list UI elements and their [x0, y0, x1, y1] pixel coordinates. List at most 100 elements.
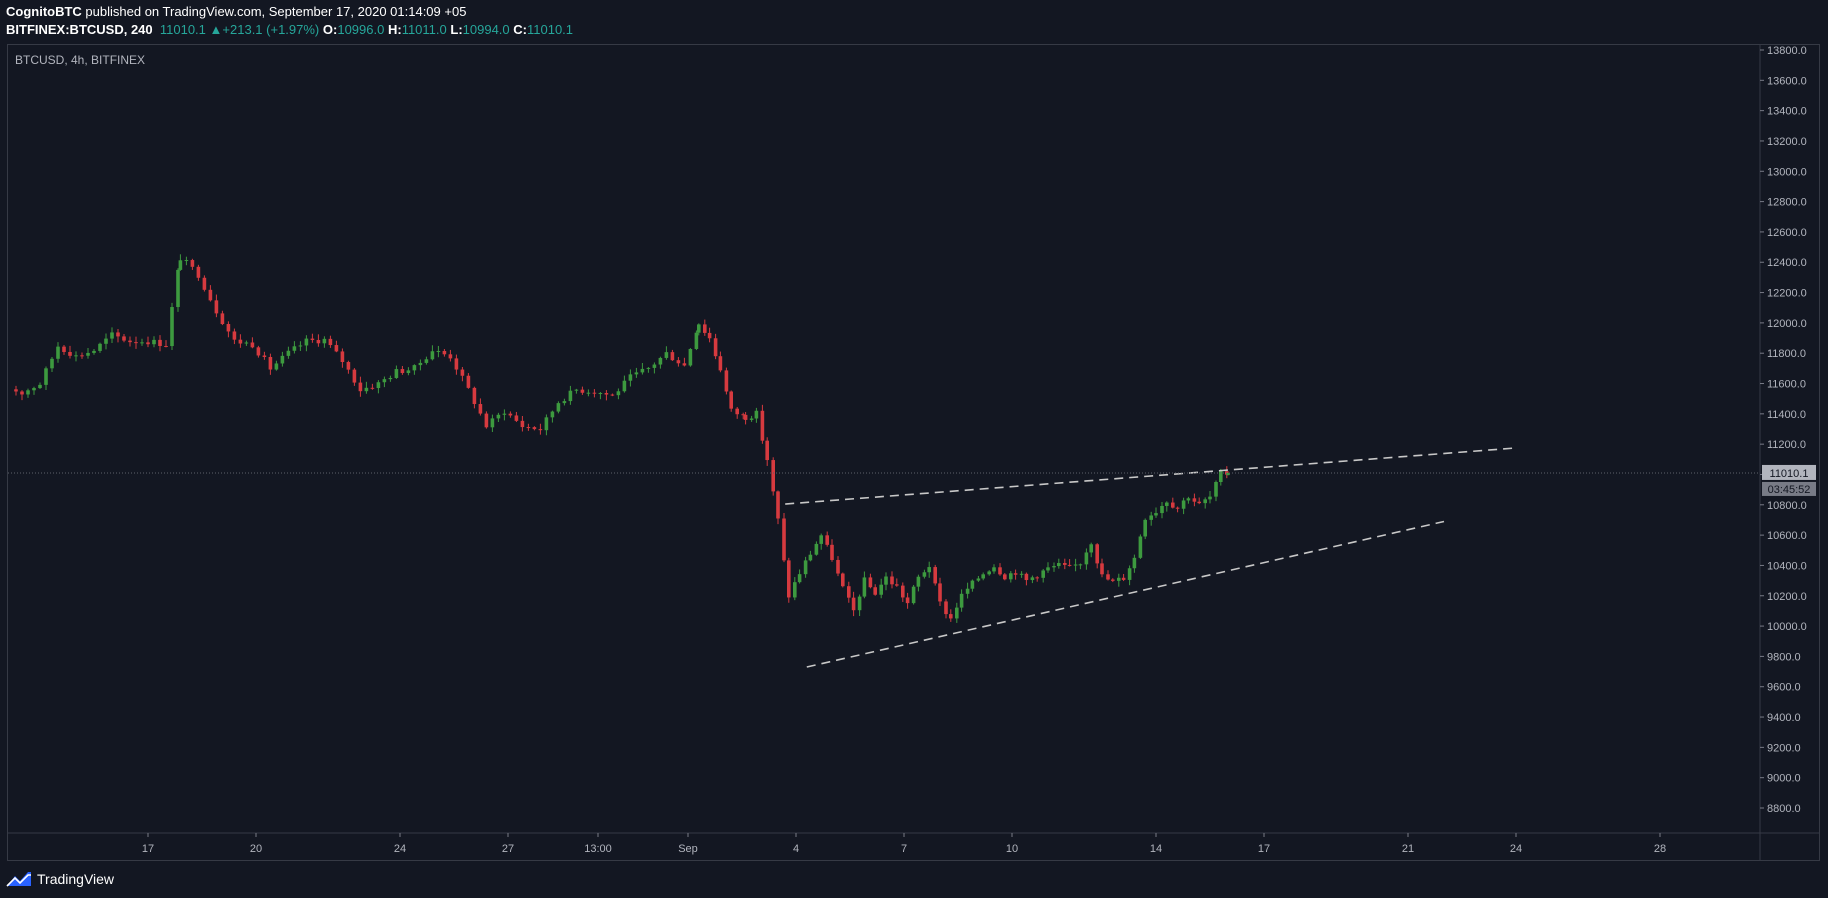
time-tick-label: 28 [1654, 843, 1666, 855]
candle-body [340, 351, 345, 363]
price-tick-label: 10400.0 [1767, 560, 1807, 572]
candle-body [1095, 544, 1099, 564]
candle-body [80, 355, 84, 357]
candle-body [862, 577, 867, 597]
candle-body [20, 391, 24, 395]
candle-body [292, 346, 297, 351]
candle-body [484, 413, 489, 428]
candle-body [640, 368, 645, 373]
time-tick-label: 17 [1258, 843, 1270, 855]
price-tick-label: 12200.0 [1767, 288, 1807, 300]
candle-body [998, 567, 1002, 575]
candle-body [202, 277, 207, 290]
candle-body [244, 342, 249, 344]
candle-body [140, 342, 144, 344]
footer-brand[interactable]: TradingView [6, 868, 114, 890]
candle-body [364, 387, 369, 392]
candle-body [836, 559, 840, 574]
trendlines[interactable] [785, 447, 1517, 668]
symbol-interval[interactable]: BITFINEX:BTCUSD, 240 [6, 22, 153, 37]
candle-body [394, 369, 399, 378]
change-up-icon: ▲ [209, 22, 223, 37]
candle-body [1197, 501, 1201, 504]
candle-body [724, 370, 729, 392]
candle-body [754, 410, 759, 419]
candle-body [460, 369, 465, 376]
price-tick-label: 9800.0 [1767, 651, 1801, 663]
price-change: +213.1 (+1.97%) [222, 22, 320, 37]
author-name[interactable]: CognitoBTC [6, 4, 82, 19]
candle-body [1138, 536, 1143, 558]
candle-body [1089, 544, 1093, 553]
chart-header: CognitoBTC published on TradingView.com,… [6, 3, 573, 39]
chart-frame [7, 44, 1820, 861]
price-axis[interactable]: 13800.0 13600.0 13400.0 13200.0 13000.0 12800… [1760, 45, 1807, 815]
candle-body [628, 374, 633, 381]
published-text: published on TradingView.com, September … [81, 4, 467, 19]
candle-body [502, 413, 507, 415]
candle-body [658, 357, 663, 365]
candle-body [803, 560, 808, 575]
trendline[interactable] [785, 447, 1517, 505]
candle-body [514, 415, 519, 421]
candle-body [1084, 552, 1089, 565]
candle-body [322, 338, 327, 344]
candle-body [1175, 507, 1180, 509]
candle-body [250, 342, 255, 348]
candle-body [664, 352, 669, 358]
candle-body [472, 387, 477, 405]
candle-body [646, 367, 651, 369]
candle-body [232, 331, 237, 340]
candle-body [110, 332, 114, 339]
candle-body [729, 391, 733, 409]
candle-body [388, 377, 393, 380]
candle-body [256, 347, 261, 356]
candle-body [1192, 498, 1197, 502]
candle-body [598, 393, 603, 395]
price-tick-label: 9000.0 [1767, 773, 1801, 785]
candle-body [358, 382, 363, 392]
candle-body [352, 369, 357, 383]
candle-body [1154, 513, 1158, 516]
time-tick-label: 20 [250, 843, 262, 855]
price-tick-label: 10600.0 [1767, 530, 1807, 542]
candle-body [134, 342, 138, 344]
candle-body [214, 300, 219, 314]
candle-body [927, 567, 931, 573]
candle-body [1186, 498, 1191, 501]
candle-body [92, 350, 96, 353]
candle-body [911, 586, 916, 604]
candle-body [190, 260, 195, 267]
candle-body [793, 582, 797, 598]
candle-body [226, 324, 231, 332]
price-tick-label: 10000.0 [1767, 621, 1807, 633]
candle-body [895, 584, 899, 586]
bar-countdown-tag [1762, 481, 1816, 496]
candle-body [448, 354, 453, 359]
candle-body [580, 389, 585, 393]
trendline[interactable] [806, 520, 1445, 668]
time-tick-label: 27 [502, 843, 514, 855]
candle-body [825, 535, 829, 545]
candle-body [220, 313, 225, 325]
candle-body [616, 391, 621, 396]
candle-body [1208, 496, 1212, 500]
time-tick-label: 24 [1510, 843, 1522, 855]
candle-body [959, 593, 964, 608]
axis-lines [8, 45, 1819, 860]
time-tick-label: 24 [394, 843, 406, 855]
candle-body [1143, 519, 1147, 537]
candle-body [562, 401, 567, 404]
last-price-marker: 11010.1 03:45:52 [8, 464, 1816, 496]
candle-body [556, 403, 561, 412]
candle-body [938, 583, 942, 602]
candle-body [604, 393, 609, 395]
candle-body [749, 418, 754, 420]
time-axis[interactable]: 17 20 24 27 13:00 Sep 4 7 10 14 17 21 24 28 [142, 833, 1666, 855]
price-tick-label: 12000.0 [1767, 318, 1807, 330]
price-tick-label: 10200.0 [1767, 591, 1807, 603]
candle-body [274, 363, 279, 370]
candle-body [622, 380, 627, 392]
candle-body [418, 362, 423, 366]
